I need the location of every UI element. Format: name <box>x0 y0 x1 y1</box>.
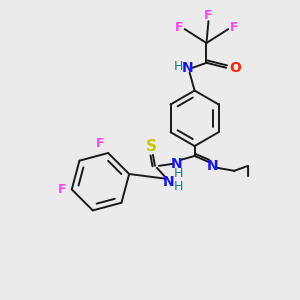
Text: N: N <box>171 157 183 171</box>
Text: F: F <box>204 9 213 22</box>
Text: F: F <box>230 21 238 34</box>
Text: F: F <box>96 136 104 150</box>
Text: S: S <box>146 139 157 154</box>
Text: N: N <box>163 175 175 189</box>
Text: N: N <box>182 61 194 75</box>
Text: H: H <box>174 180 183 193</box>
Text: H: H <box>174 60 183 73</box>
Text: F: F <box>175 21 183 34</box>
Text: H: H <box>174 167 183 180</box>
Text: F: F <box>58 183 66 196</box>
Text: N: N <box>207 159 218 173</box>
Text: O: O <box>229 61 241 75</box>
